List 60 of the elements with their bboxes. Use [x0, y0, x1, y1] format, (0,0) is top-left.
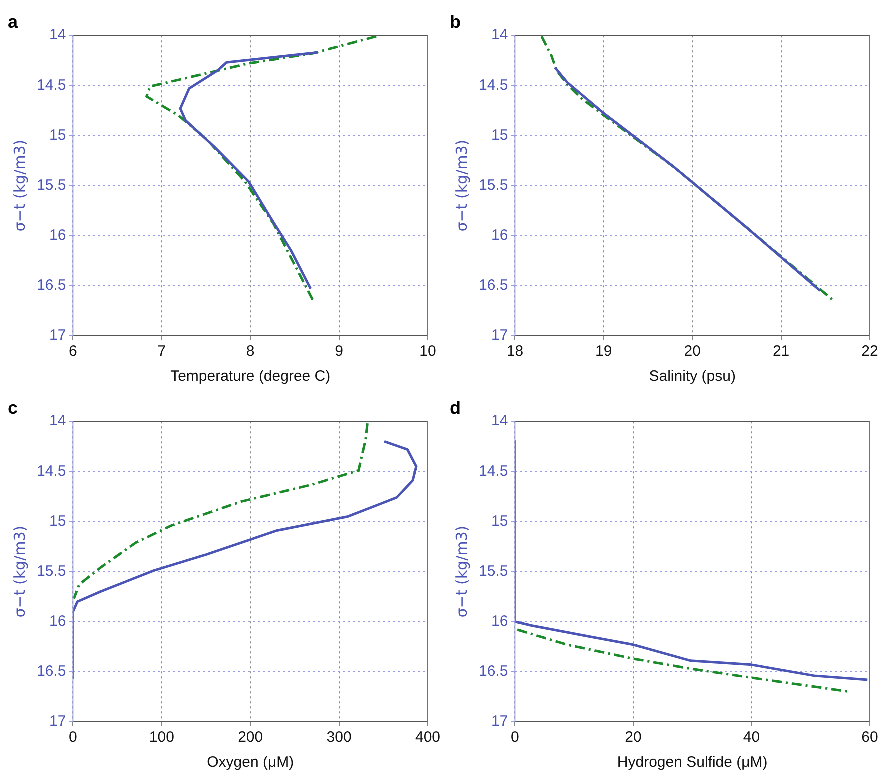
y-tick-label: 15.5	[478, 562, 508, 580]
x-tick-label: 300	[326, 729, 352, 746]
y-tick-label: 17	[492, 713, 508, 730]
y-tick-label: 17	[50, 713, 66, 730]
x-tick-label: 9	[335, 343, 344, 360]
y-axis-title: σ−t (kg/m3)	[452, 140, 471, 232]
y-tick-label: 16	[50, 613, 66, 630]
y-axis-title: σ−t (kg/m3)	[10, 526, 29, 618]
x-axis-title: Temperature (degree C)	[170, 368, 331, 386]
chart-title: c	[8, 398, 18, 418]
y-tick-label: 16.5	[36, 663, 66, 680]
y-tick-label: 17	[492, 327, 508, 344]
y-tick-label: 14.5	[478, 462, 508, 480]
chart-title: d	[450, 398, 461, 418]
y-tick-label: 14.5	[36, 76, 66, 94]
y-tick-label: 15.5	[36, 176, 66, 194]
y-tick-label: 15.5	[36, 562, 66, 580]
y-tick-label: 14	[50, 412, 66, 430]
x-axis-title: Oxygen (μM)	[207, 754, 294, 772]
y-tick-label: 16.5	[478, 277, 508, 294]
line-series	[73, 422, 369, 600]
x-tick-label: 60	[862, 729, 878, 746]
x-tick-label: 20	[625, 729, 642, 746]
x-tick-label: 10	[420, 343, 436, 360]
x-tick-label: 21	[772, 343, 790, 360]
y-tick-label: 14	[492, 26, 508, 44]
x-tick-label: 100	[149, 729, 174, 746]
x-tick-label: 8	[246, 343, 255, 360]
y-tick-label: 14	[50, 26, 66, 44]
x-tick-label: 19	[596, 343, 612, 360]
y-tick-label: 15.5	[478, 176, 508, 194]
y-tick-label: 14.5	[478, 76, 508, 94]
x-tick-label: 18	[506, 343, 524, 360]
chart-title: b	[450, 12, 461, 32]
y-tick-label: 17	[50, 327, 66, 344]
y-tick-label: 16	[50, 227, 66, 244]
y-tick-label: 15	[492, 512, 508, 530]
x-tick-label: 40	[743, 729, 760, 746]
y-tick-label: 14	[492, 412, 508, 430]
x-tick-label: 6	[69, 343, 78, 360]
x-tick-label: 200	[238, 729, 264, 746]
x-tick-label: 400	[415, 729, 441, 746]
y-tick-label: 14.5	[36, 462, 66, 480]
x-tick-label: 7	[158, 343, 166, 360]
x-tick-label: 0	[511, 729, 520, 746]
y-tick-label: 16	[492, 227, 508, 244]
y-tick-label: 15	[50, 512, 66, 530]
y-axis-title: σ−t (kg/m3)	[452, 526, 471, 618]
x-tick-label: 22	[862, 343, 878, 360]
x-axis-title: Salinity (psu)	[649, 368, 736, 386]
x-tick-label: 20	[684, 343, 701, 360]
x-axis-title: Hydrogen Sulfide (μM)	[617, 754, 768, 772]
y-tick-label: 16.5	[36, 277, 66, 294]
y-tick-label: 15	[50, 126, 66, 144]
y-tick-label: 16.5	[478, 663, 508, 680]
y-axis-title: σ−t (kg/m3)	[10, 140, 29, 232]
y-tick-label: 16	[492, 613, 508, 630]
y-tick-label: 15	[492, 126, 508, 144]
chart-title: a	[8, 12, 19, 32]
x-tick-label: 0	[69, 729, 78, 746]
